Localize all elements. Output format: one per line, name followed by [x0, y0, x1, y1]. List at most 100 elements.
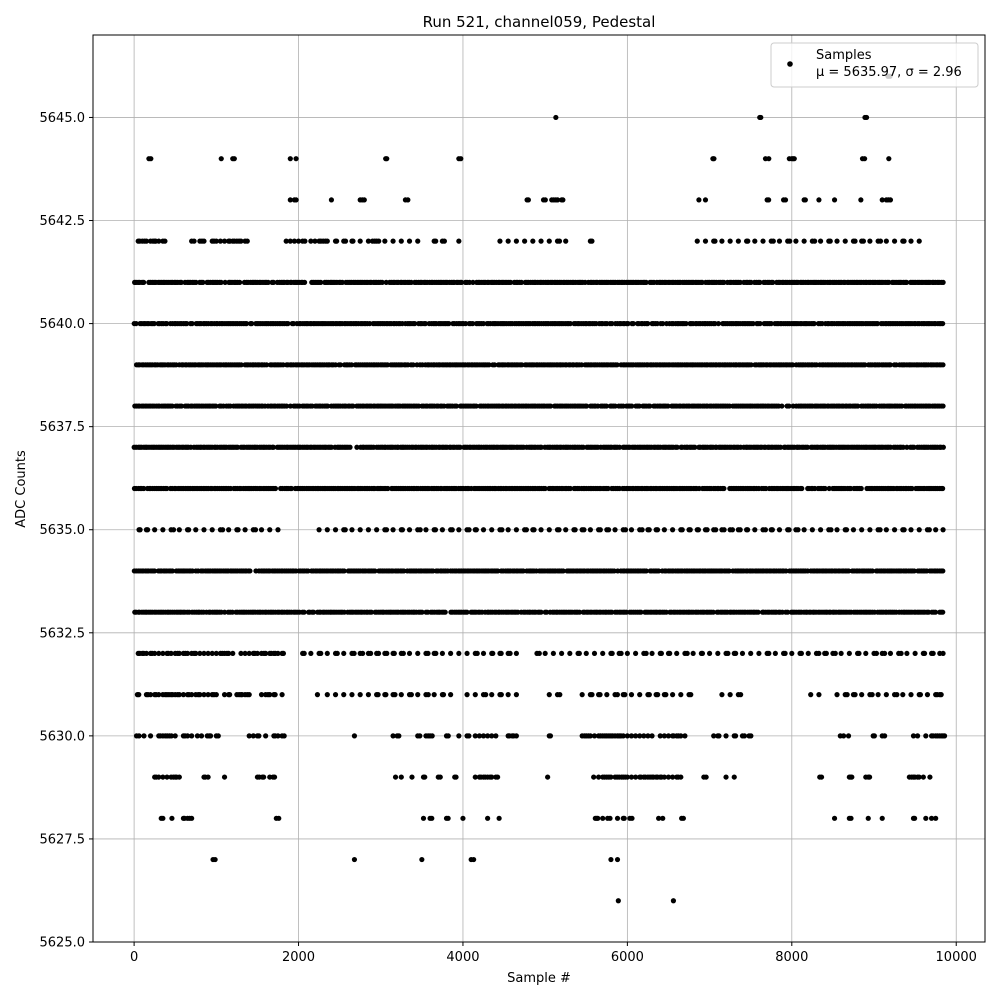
sample-point: [811, 320, 817, 327]
sample-point: [302, 238, 308, 244]
sample-point: [559, 650, 565, 657]
sample-point: [621, 815, 627, 821]
sample-point: [396, 733, 402, 739]
sample-point: [795, 527, 801, 533]
sample-point: [589, 238, 595, 244]
sample-point: [295, 238, 302, 244]
sample-point: [832, 650, 838, 657]
sample-point: [513, 733, 519, 739]
sample-point: [538, 609, 544, 615]
sample-point: [604, 692, 610, 698]
sample-point: [351, 733, 358, 739]
sample-point: [921, 650, 928, 657]
sample-point: [616, 444, 623, 450]
sample-point: [398, 774, 404, 780]
sample-point: [176, 527, 182, 533]
sample-point: [654, 527, 661, 533]
sample-point: [518, 279, 525, 285]
sample-point: [772, 650, 778, 657]
sample-point: [660, 815, 666, 821]
sample-point: [838, 650, 844, 657]
sample-point: [226, 650, 232, 657]
sample-point: [721, 485, 727, 492]
sample-point: [845, 733, 852, 739]
sample-point: [844, 692, 850, 698]
sample-point: [267, 527, 273, 533]
sample-point: [151, 568, 158, 574]
sample-point: [793, 238, 799, 244]
sample-point: [716, 733, 722, 739]
sample-point: [308, 650, 314, 657]
sample-point: [546, 238, 552, 244]
sample-point: [234, 444, 241, 450]
sample-point: [405, 197, 411, 203]
sample-point: [178, 403, 185, 409]
sample-point: [656, 568, 662, 574]
sample-point: [908, 527, 914, 533]
sample-point: [445, 815, 451, 821]
sample-point: [816, 692, 822, 698]
sample-point: [238, 238, 244, 244]
sample-point: [471, 856, 477, 863]
sample-point: [882, 650, 888, 657]
sample-point: [538, 444, 544, 450]
sample-point: [429, 733, 435, 739]
sample-point: [283, 403, 290, 409]
sample-point: [548, 403, 554, 409]
sample-point: [737, 527, 743, 533]
sample-point: [324, 692, 330, 698]
sample-point: [785, 609, 791, 615]
sample-point: [385, 485, 391, 492]
sample-point: [589, 692, 595, 698]
sample-point: [899, 403, 905, 409]
sample-point: [808, 692, 814, 698]
sample-point: [670, 898, 677, 904]
sample-point: [900, 444, 906, 450]
sample-point: [525, 197, 531, 203]
sample-point: [930, 650, 936, 657]
sample-point: [365, 692, 372, 698]
sample-point: [349, 527, 355, 533]
sample-point: [169, 403, 175, 409]
sample-point: [859, 692, 865, 698]
sample-point: [221, 774, 228, 780]
sample-point: [684, 650, 690, 657]
sample-point: [557, 692, 563, 698]
sample-point: [538, 238, 544, 244]
sample-point: [867, 238, 873, 244]
y-tick-label: 5642.5: [40, 214, 86, 229]
y-tick-label: 5630.0: [40, 729, 86, 744]
sample-point: [804, 444, 811, 450]
sample-point: [632, 733, 639, 739]
sample-point: [683, 320, 689, 327]
sample-point: [493, 733, 499, 739]
sample-point: [194, 733, 201, 739]
sample-point: [384, 650, 390, 657]
sample-point: [663, 692, 669, 698]
sample-point: [483, 692, 489, 698]
sample-point: [197, 692, 203, 698]
sample-point: [449, 527, 455, 533]
sample-point: [238, 362, 244, 368]
sample-point: [940, 609, 946, 615]
sample-point: [858, 197, 864, 203]
sample-point: [910, 733, 917, 739]
sample-point: [156, 238, 162, 244]
sample-point: [862, 362, 868, 368]
sample-point: [151, 320, 157, 327]
sample-point: [328, 197, 335, 203]
y-tick-label: 5637.5: [40, 420, 86, 435]
sample-point: [480, 650, 487, 657]
sample-point: [270, 444, 276, 450]
sample-point: [198, 733, 205, 739]
sample-point: [923, 733, 929, 739]
sample-point: [324, 238, 330, 244]
sample-point: [280, 650, 287, 657]
sample-point: [281, 733, 287, 739]
sample-point: [412, 320, 418, 327]
sample-point: [205, 774, 211, 780]
sample-point: [802, 197, 808, 203]
sample-point: [923, 815, 929, 821]
sample-point: [480, 320, 487, 327]
